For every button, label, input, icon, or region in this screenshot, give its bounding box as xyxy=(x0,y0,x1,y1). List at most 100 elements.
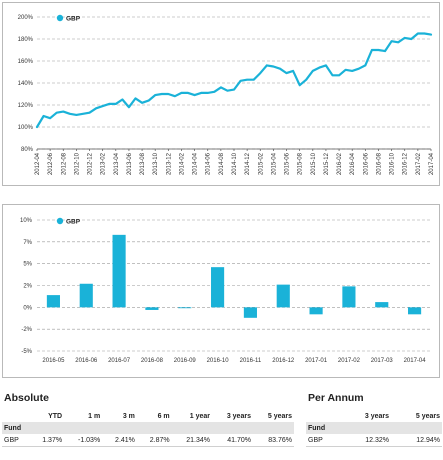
column-header: 3 years xyxy=(364,412,390,420)
bar-2016-07 xyxy=(112,234,126,308)
x-tick-label: 2016-02 xyxy=(337,152,343,175)
x-tick-label: 2013-06 xyxy=(127,152,133,175)
x-tick-label: 2017-02 xyxy=(338,358,361,364)
x-tick-label: 2014-02 xyxy=(179,152,185,175)
x-tick-label: 2012-04 xyxy=(35,152,41,175)
x-tick-label: 2013-02 xyxy=(101,152,107,175)
x-tick-label: 2016-07 xyxy=(108,358,131,364)
bar-2017-01 xyxy=(309,307,323,315)
table-cell: -1.03% xyxy=(64,434,103,447)
x-tick-label: 2015-12 xyxy=(324,152,330,175)
bar-2016-11 xyxy=(243,307,257,318)
legend-label: GBP xyxy=(66,15,81,22)
x-tick-label: 2014-10 xyxy=(232,152,238,175)
monthly-returns-chart: -5% -2% 0% 2% 5% 7% 10% 2016-05 2016-06 2016-07 20… xyxy=(2,204,440,378)
column-header xyxy=(2,410,29,422)
bar-2017-02 xyxy=(342,286,356,308)
column-header: 1 year xyxy=(189,412,211,420)
table-cell: 41.70% xyxy=(212,434,253,447)
y-tick-label: -5% xyxy=(21,349,32,355)
row-label: GBP xyxy=(306,434,341,447)
x-tick-label: 2016-12 xyxy=(403,152,409,175)
table-row: GBP 12.32% 12.94% xyxy=(306,434,442,447)
y-tick-label: 2% xyxy=(23,284,32,290)
x-tick-label: 2017-04 xyxy=(429,152,435,175)
table-cell: 2.87% xyxy=(136,434,172,447)
bar-2017-03 xyxy=(375,302,389,308)
table-cell: 12.32% xyxy=(340,434,392,447)
x-tick-label: 2017-01 xyxy=(305,358,328,364)
x-tick-label: 2016-06 xyxy=(75,358,98,364)
x-tick-label: 2016-09 xyxy=(174,358,197,364)
y-tick-label: -2% xyxy=(21,327,32,333)
x-tick-label: 2014-04 xyxy=(193,152,199,175)
table-row: GBP 1.37% -1.03% 2.41% 2.87% 21.34% 41.7… xyxy=(2,434,294,447)
y-tick-label: 10% xyxy=(20,218,33,224)
series-line-gbp xyxy=(35,32,433,129)
y-tick-label: 160% xyxy=(18,59,34,65)
per-annum-performance: Per Annum 3 years 5 years Fund GBP 12.32… xyxy=(306,392,442,447)
bar-2016-12 xyxy=(276,284,290,308)
legend-label: GBP xyxy=(66,218,81,225)
x-tick-label: 2016-12 xyxy=(272,358,295,364)
column-header: 5 years xyxy=(267,412,292,420)
table-cell: 2.41% xyxy=(102,434,137,447)
table-cell: 83.76% xyxy=(252,434,294,447)
y-tick-label: 120% xyxy=(18,103,34,109)
y-tick-label: 80% xyxy=(21,147,34,153)
monthly-returns-svg: -5% -2% 0% 2% 5% 7% 10% 2016-05 2016-06 2016-07 20… xyxy=(20,217,431,364)
x-tick-label: 2012-10 xyxy=(74,152,80,175)
per-annum-group-row: Fund xyxy=(306,422,442,434)
x-tick-label: 2012-12 xyxy=(88,152,94,175)
legend-marker xyxy=(56,14,64,22)
per-annum-header-row: 3 years 5 years xyxy=(306,410,442,422)
column-header: YTD xyxy=(48,412,63,420)
bar-2016-10 xyxy=(211,267,225,308)
y-tick-label: 5% xyxy=(23,262,32,268)
bar-2016-08 xyxy=(145,307,159,310)
x-tick-label: 2017-02 xyxy=(416,152,422,175)
x-tick-label: 2014-08 xyxy=(219,152,225,175)
absolute-group-row: Fund xyxy=(2,422,294,434)
x-tick-label: 2012-06 xyxy=(48,152,54,175)
absolute-performance: Absolute YTD 1 m 3 m 6 m 1 year 3 years … xyxy=(2,392,294,447)
y-tick-label: 180% xyxy=(18,37,34,43)
x-tick-label: 2017-04 xyxy=(404,358,427,364)
x-tick-label: 2015-08 xyxy=(298,152,304,175)
legend-marker xyxy=(56,217,64,225)
column-header xyxy=(306,410,340,422)
y-tick-label: 200% xyxy=(18,15,34,21)
y-tick-label: 100% xyxy=(18,125,34,131)
y-tick-label: 7% xyxy=(23,240,32,246)
column-header: 3 m xyxy=(122,412,135,420)
x-tick-label: 2013-08 xyxy=(140,152,146,175)
table-cell: 12.94% xyxy=(391,434,442,447)
per-annum-heading: Per Annum xyxy=(308,392,364,404)
cumulative-performance-svg: 80% 100% 120% 140% 160% 180% 200% 2012-04 2012-0… xyxy=(18,14,435,175)
x-tick-label: 2016-11 xyxy=(240,358,262,364)
x-tick-label: 2016-04 xyxy=(350,152,356,175)
x-tick-label: 2015-02 xyxy=(258,152,264,175)
bar-2016-06 xyxy=(79,283,93,308)
x-tick-label: 2014-12 xyxy=(245,152,251,175)
x-tick-label: 2012-08 xyxy=(61,152,67,175)
x-tick-label: 2014-06 xyxy=(206,152,212,175)
x-tick-label: 2016-06 xyxy=(363,152,369,175)
x-tick-label: 2013-12 xyxy=(166,152,172,175)
y-tick-label: 0% xyxy=(23,305,32,311)
group-label: Fund xyxy=(306,422,442,434)
x-tick-label: 2013-10 xyxy=(153,152,159,175)
x-tick-label: 2015-06 xyxy=(285,152,291,175)
absolute-heading: Absolute xyxy=(4,392,49,404)
absolute-table: YTD 1 m 3 m 6 m 1 year 3 years 5 years F… xyxy=(2,410,294,447)
performance-tables: Absolute YTD 1 m 3 m 6 m 1 year 3 years … xyxy=(2,392,442,460)
y-tick-label: 140% xyxy=(18,81,34,87)
group-label: Fund xyxy=(2,422,294,434)
bar-2016-09 xyxy=(178,307,192,309)
table-cell: 1.37% xyxy=(29,434,65,447)
column-header: 6 m xyxy=(157,412,170,420)
table-cell: 21.34% xyxy=(171,434,213,447)
row-label: GBP xyxy=(2,434,30,447)
x-tick-label: 2015-04 xyxy=(271,152,277,175)
column-header: 5 years xyxy=(415,412,440,420)
